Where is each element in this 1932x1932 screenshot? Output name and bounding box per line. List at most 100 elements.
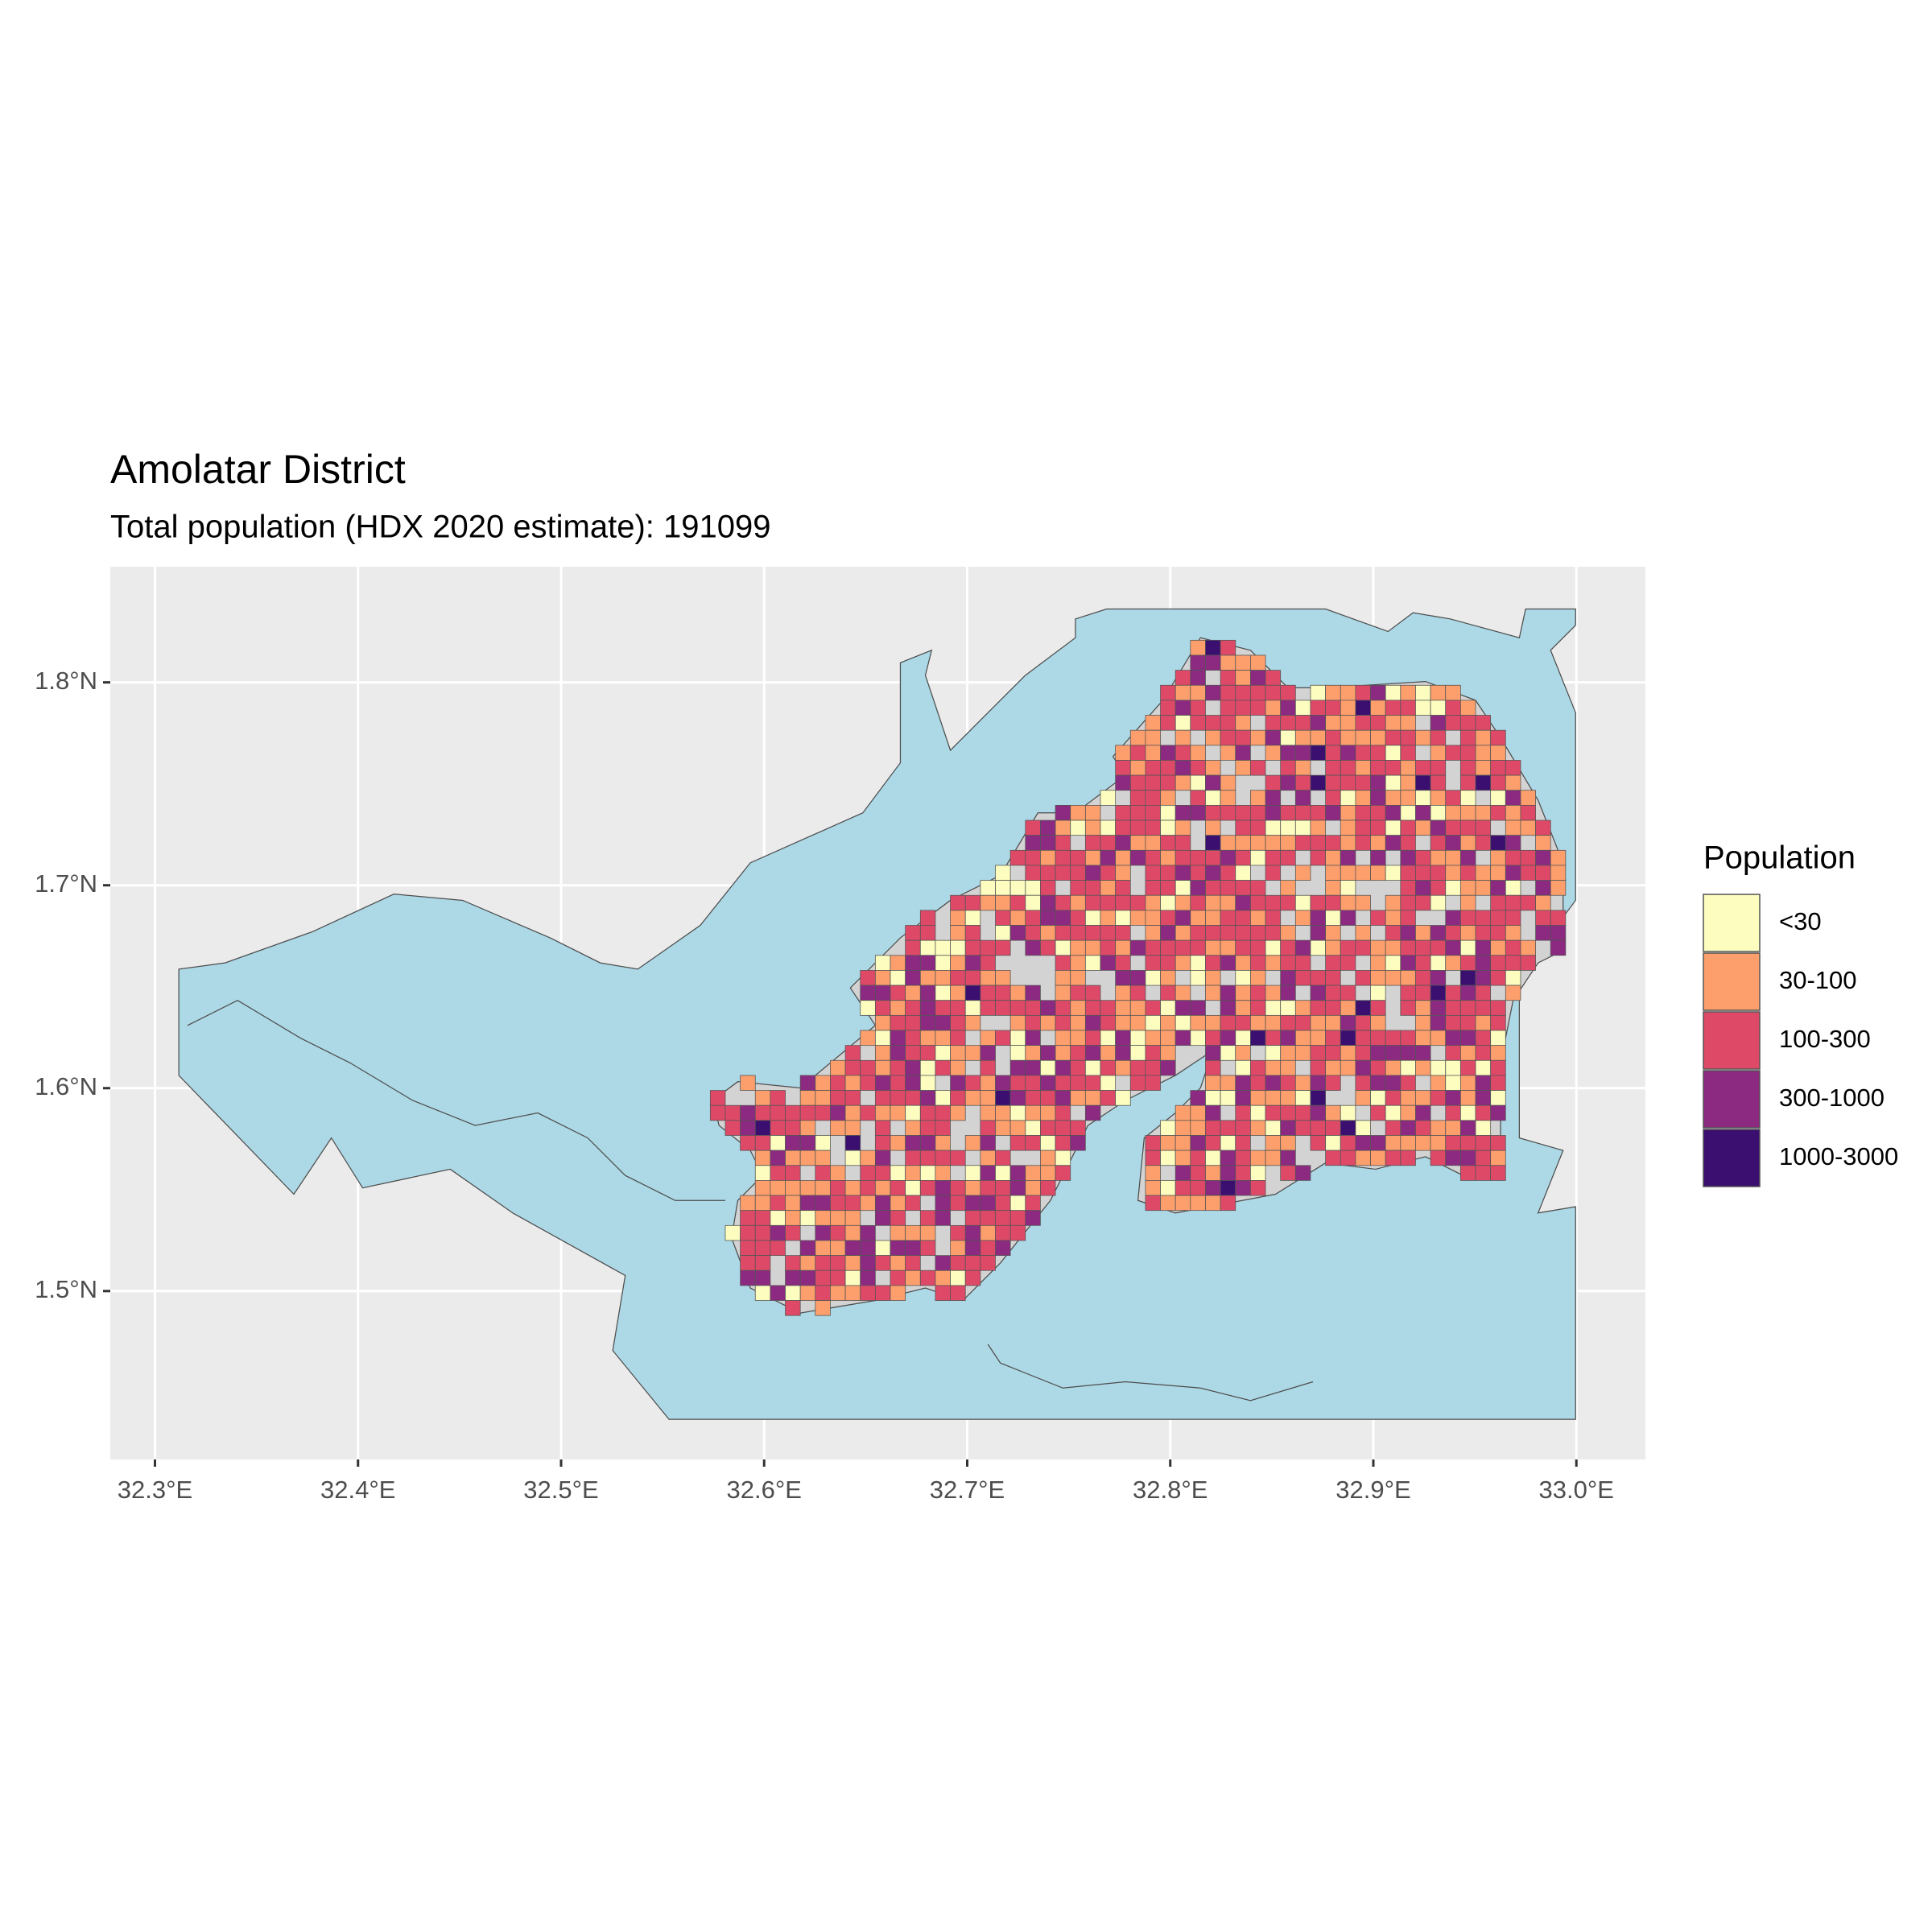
grid-cell [754,1255,771,1271]
grid-cell [890,970,906,986]
grid-cell [754,1285,771,1301]
grid-cell [980,1195,996,1212]
grid-cell [1385,1104,1402,1121]
grid-cell [1250,939,1266,956]
grid-cell [1129,774,1146,791]
grid-cell [995,1210,1011,1226]
grid-cell [1325,1120,1341,1136]
grid-cell [1220,1014,1236,1031]
grid-cell [799,1150,816,1166]
grid-cell [1160,1150,1176,1166]
grid-cell [1190,849,1206,866]
grid-cell [1325,715,1341,731]
grid-cell [1009,1210,1026,1226]
grid-cell [950,1075,966,1091]
grid-cell [1385,1135,1402,1151]
grid-cell [1174,729,1191,746]
grid-cell [1055,819,1071,836]
grid-cell [1505,925,1521,941]
grid-cell [1009,1180,1026,1196]
grid-cell [1430,1030,1447,1046]
grid-cell [1250,729,1266,746]
grid-cell [1445,1120,1461,1136]
grid-cell [890,1165,906,1181]
grid-cell [935,1104,951,1121]
grid-cell [1340,955,1356,971]
grid-cell [770,1165,786,1181]
grid-cell [1070,1090,1086,1106]
grid-cell [1174,1195,1191,1212]
grid-cell [1430,1014,1447,1031]
grid-cell [1205,715,1221,731]
grid-cell [844,1195,861,1212]
grid-cell [1145,1180,1161,1196]
grid-cell [1400,760,1416,776]
grid-cell [860,1180,876,1196]
grid-cell [1205,654,1221,671]
grid-cell [799,1255,816,1271]
grid-cell [860,1269,876,1286]
grid-cell [1459,805,1476,821]
grid-cell [1400,774,1416,791]
grid-cell [890,1135,906,1151]
grid-cell [1355,745,1371,761]
grid-cell [1250,835,1266,851]
grid-cell [1505,970,1521,986]
grid-cell [950,1014,966,1031]
grid-cell [1115,835,1131,851]
grid-cell [830,1269,846,1286]
grid-cell [1235,880,1251,896]
grid-cell [1294,1045,1311,1061]
grid-cell [1009,1059,1026,1076]
grid-cell [1190,715,1206,731]
grid-cell [1400,715,1416,731]
grid-cell [1250,790,1266,806]
grid-cell [844,1285,861,1301]
grid-cell [799,1269,816,1286]
x-tick-label: 32.6°E [727,1476,802,1504]
grid-cell [815,1195,831,1212]
grid-cell [1385,1030,1402,1046]
grid-cell [1084,939,1101,956]
grid-cell [1250,985,1266,1001]
grid-cell [1220,835,1236,851]
grid-cell [1129,985,1146,1001]
grid-cell [1430,700,1447,716]
grid-cell [1400,1075,1416,1091]
grid-cell [935,985,951,1001]
grid-cell [1459,715,1476,731]
grid-cell [874,1210,891,1226]
grid-cell [1250,1165,1266,1181]
grid-cell [1084,865,1101,881]
grid-cell [1025,1104,1041,1121]
grid-cell [1294,939,1311,956]
grid-cell [740,1135,756,1151]
grid-cell [1459,729,1476,746]
grid-cell [785,1150,801,1166]
grid-cell [1160,970,1176,986]
grid-cell [905,1165,921,1181]
grid-cell [1040,835,1056,851]
grid-cell [1205,939,1221,956]
grid-cell [1294,1030,1311,1046]
grid-cell [1205,955,1221,971]
grid-cell [1070,1030,1086,1046]
grid-cell [785,1300,801,1316]
grid-cell [1070,865,1086,881]
grid-cell [1174,910,1191,926]
grid-cell [1145,894,1161,911]
grid-cell [1009,1120,1026,1136]
grid-cell [1475,729,1492,746]
grid-cell [754,1269,771,1286]
grid-cell [1459,955,1476,971]
grid-cell [1129,894,1146,911]
grid-cell [1280,939,1296,956]
grid-cell [1235,985,1251,1001]
grid-cell [1190,1195,1206,1212]
grid-cell [1325,910,1341,926]
grid-cell [1055,1030,1071,1046]
grid-cell [1235,1059,1251,1076]
grid-cell [950,1030,966,1046]
grid-cell [874,1180,891,1196]
grid-cell [995,894,1011,911]
